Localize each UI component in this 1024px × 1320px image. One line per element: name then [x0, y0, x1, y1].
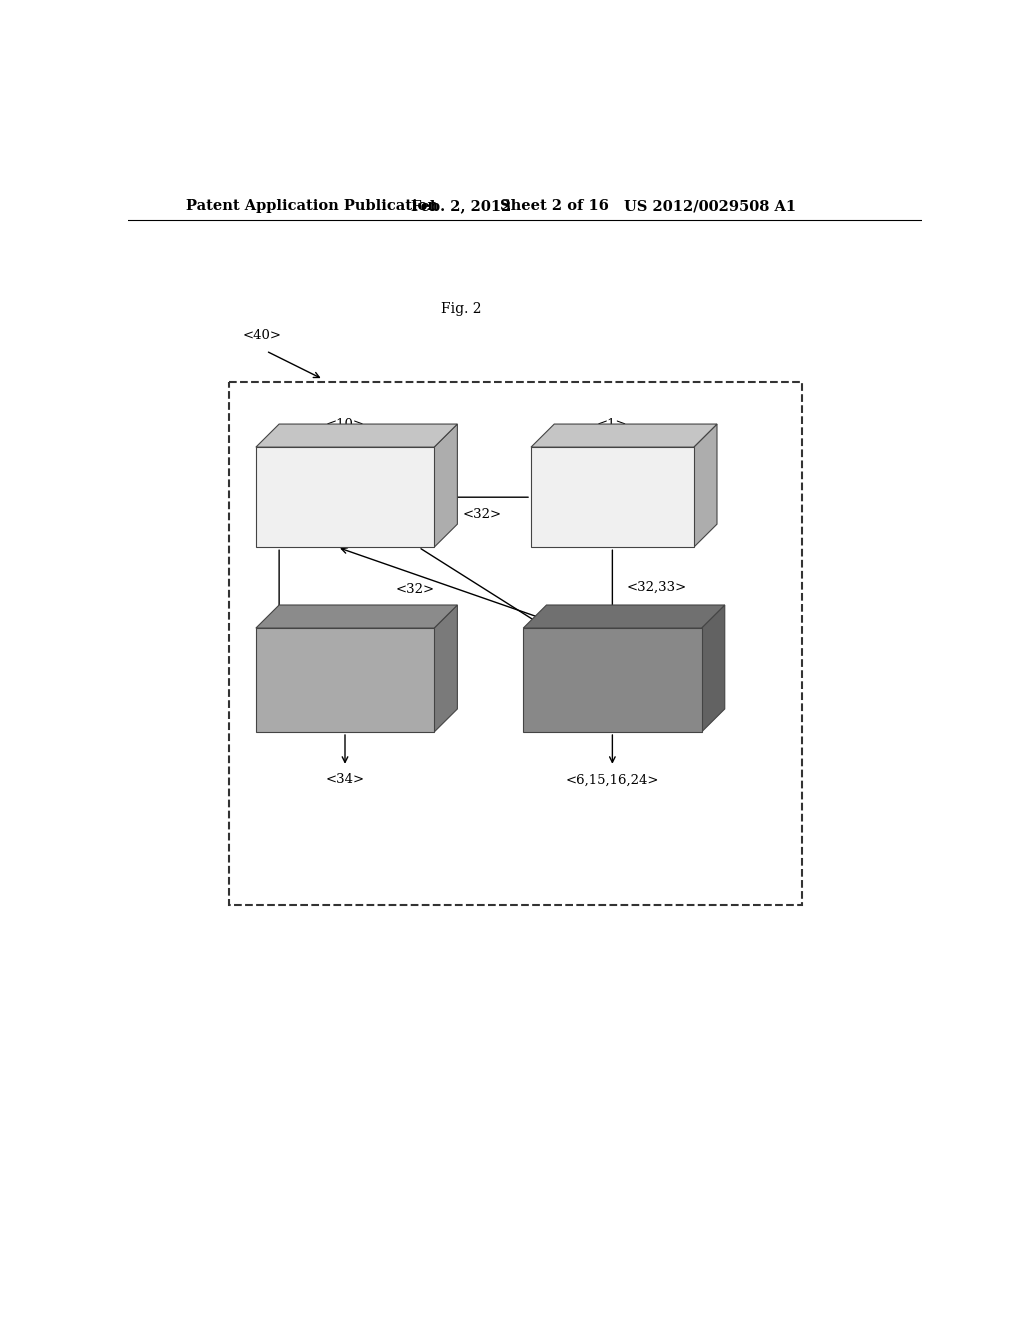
Text: Feb. 2, 2012: Feb. 2, 2012: [411, 199, 511, 213]
Text: <6,15,16,24>: <6,15,16,24>: [565, 774, 659, 787]
Text: <1>: <1>: [597, 417, 628, 430]
Polygon shape: [693, 424, 717, 548]
Text: <32>: <32>: [395, 583, 434, 597]
Text: <34>: <34>: [326, 774, 365, 787]
Text: <32>: <32>: [463, 508, 502, 520]
Polygon shape: [531, 424, 717, 447]
Text: <40>: <40>: [243, 329, 282, 342]
Text: <10>: <10>: [326, 417, 365, 430]
Polygon shape: [256, 605, 458, 628]
Polygon shape: [434, 424, 458, 548]
Bar: [256, 447, 434, 548]
Bar: [523, 628, 701, 733]
Polygon shape: [434, 605, 458, 733]
Text: Patent Application Publication: Patent Application Publication: [186, 199, 438, 213]
Bar: [256, 628, 434, 733]
Polygon shape: [701, 605, 725, 733]
Text: Fig. 2: Fig. 2: [441, 301, 481, 315]
Polygon shape: [523, 605, 725, 628]
Text: US 2012/0029508 A1: US 2012/0029508 A1: [624, 199, 796, 213]
Bar: [228, 381, 802, 906]
Bar: [531, 447, 693, 548]
Polygon shape: [256, 424, 458, 447]
Text: <32,33>: <32,33>: [627, 581, 686, 594]
Text: Sheet 2 of 16: Sheet 2 of 16: [500, 199, 609, 213]
